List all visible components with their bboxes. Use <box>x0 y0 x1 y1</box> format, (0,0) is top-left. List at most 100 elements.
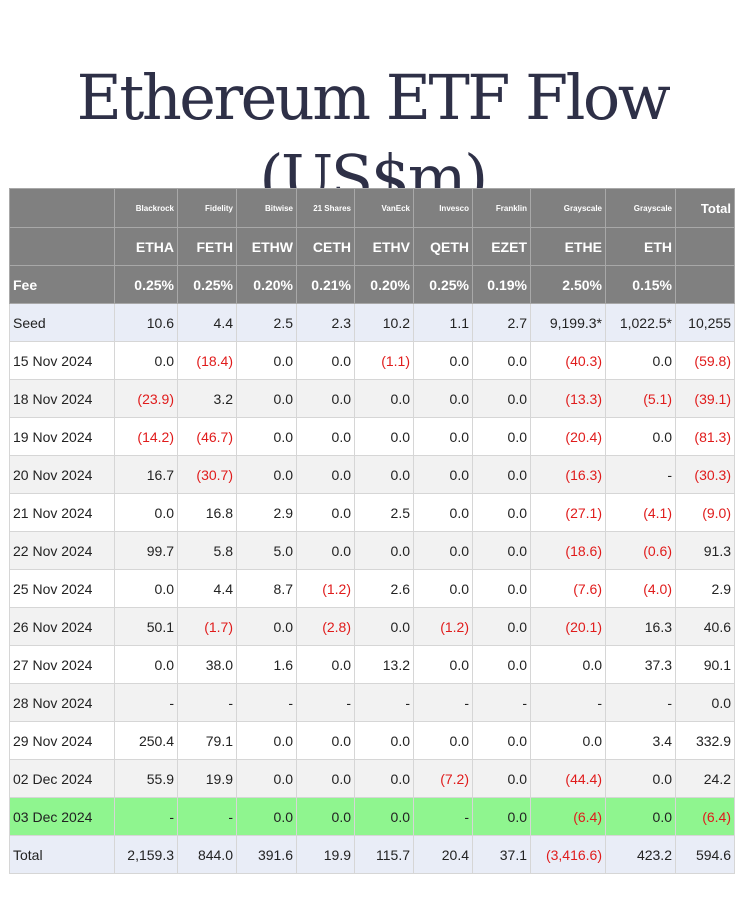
ticker-header: EZET <box>472 227 531 266</box>
flow-cell: (2.8) <box>296 607 355 646</box>
issuer-header: Grayscale <box>605 188 676 228</box>
row-total-cell: 91.3 <box>675 531 735 570</box>
flow-cell: 0.0 <box>530 645 606 684</box>
page-title: Ethereum ETF Flow (US$m) <box>76 61 671 214</box>
flow-cell: 0.0 <box>236 797 297 836</box>
flow-cell: - <box>605 683 676 722</box>
flow-cell: 0.0 <box>413 645 473 684</box>
flow-cell: (5.1) <box>605 379 676 418</box>
flow-cell: 0.0 <box>605 417 676 456</box>
flow-cell: 20.4 <box>413 835 473 874</box>
issuer-header: 21 Shares <box>296 188 355 228</box>
issuer-header: Fidelity <box>177 188 237 228</box>
table-row: 03 Dec 2024- -0.0 0.0 0.0-0.0 (6.4) 0.0 (6.4) <box>9 797 735 836</box>
flow-cell: (30.7) <box>177 455 237 494</box>
ticker-header-row: ETHA FETH ETHW CETH ETHV QETH EZET ETHE ETH <box>9 227 735 266</box>
flow-cell: (4.1) <box>605 493 676 532</box>
flow-cell: - <box>605 455 676 494</box>
flow-cell: 0.0 <box>236 721 297 760</box>
row-total-cell: 90.1 <box>675 645 735 684</box>
flow-cell: 0.0 <box>472 607 531 646</box>
fee-row: Fee 0.25% 0.25% 0.20% 0.21% 0.20% 0.25% 0.19% 2.… <box>9 265 735 304</box>
row-total-cell: (9.0) <box>675 493 735 532</box>
fee-value: 0.25% <box>114 265 178 304</box>
issuer-header: VanEck <box>354 188 414 228</box>
flow-cell: 0.0 <box>472 493 531 532</box>
fee-value: 2.50% <box>530 265 606 304</box>
table-body: Blackrock Fidelity Bitwise 21 Shares VanEck I… <box>9 188 735 874</box>
row-total-cell: (30.3) <box>675 455 735 494</box>
row-date-label: 03 Dec 2024 <box>9 797 115 836</box>
row-total-cell: 2.9 <box>675 569 735 608</box>
table-row: 21 Nov 2024 0.0 16.8 2.9 0.0 2.5 0.0 0.0 (27.1)(… <box>9 493 735 532</box>
ticker-header: ETHA <box>114 227 178 266</box>
flow-cell: 0.0 <box>296 721 355 760</box>
flow-cell: (20.1) <box>530 607 606 646</box>
flow-cell: (1.2) <box>296 569 355 608</box>
table-row: 29 Nov 2024 250.4 79.1 0.0 0.0 0.0 0.0 0.0 0.0 3.… <box>9 721 735 760</box>
flow-cell: 0.0 <box>472 379 531 418</box>
blank-header <box>675 227 735 266</box>
row-total-cell: (59.8) <box>675 341 735 380</box>
table-row: 02 Dec 2024 55.9 19.9 0.0 0.0 0.0 (7.2) 0.0 (44.… <box>9 759 735 798</box>
row-date-label: 27 Nov 2024 <box>9 645 115 684</box>
row-date-label: 26 Nov 2024 <box>9 607 115 646</box>
flow-cell: 0.0 <box>354 607 414 646</box>
flow-cell: 0.0 <box>413 569 473 608</box>
flow-cell: 2.9 <box>236 493 297 532</box>
flow-cell: 38.0 <box>177 645 237 684</box>
flow-cell: 5.0 <box>236 531 297 570</box>
flow-cell: 0.0 <box>413 531 473 570</box>
flow-cell: 0.0 <box>605 797 676 836</box>
flow-cell: 0.0 <box>605 759 676 798</box>
flow-cell: 2.5 <box>236 303 297 342</box>
row-date-label: 28 Nov 2024 <box>9 683 115 722</box>
issuer-header-row: Blackrock Fidelity Bitwise 21 Shares VanEck I… <box>9 188 735 228</box>
flow-cell: 0.0 <box>413 493 473 532</box>
flow-cell: (1.1) <box>354 341 414 380</box>
flow-cell: 5.8 <box>177 531 237 570</box>
flow-cell: 0.0 <box>472 341 531 380</box>
flow-cell: 0.0 <box>354 455 414 494</box>
row-date-label: 29 Nov 2024 <box>9 721 115 760</box>
total-row: Total 2,159.3 844.0 391.6 19.9 115.7 20.4 37.1(… <box>9 835 735 874</box>
flow-cell: 0.0 <box>236 417 297 456</box>
flow-cell: 0.0 <box>296 797 355 836</box>
row-date-label: 22 Nov 2024 <box>9 531 115 570</box>
flow-cell: - <box>114 683 178 722</box>
flow-cell: 4.4 <box>177 569 237 608</box>
ticker-header: FETH <box>177 227 237 266</box>
table-row: 18 Nov 2024 (23.9) 3.2 0.0 0.0 0.0 0.0 0.0 (13.3… <box>9 379 735 418</box>
flow-cell: 0.0 <box>413 341 473 380</box>
flow-cell: 0.0 <box>472 645 531 684</box>
flow-cell: - <box>354 683 414 722</box>
ticker-header: ETHW <box>236 227 297 266</box>
fee-value: 0.19% <box>472 265 531 304</box>
table-row: 25 Nov 2024 0.0 4.4 8.7 (1.2) 2.6 0.0 0.0 (7.6)(… <box>9 569 735 608</box>
flow-cell: 9,199.3* <box>530 303 606 342</box>
table-row: 20 Nov 2024 16.7 (30.7) 0.0 0.0 0.0 0.0 0.0 (16.… <box>9 455 735 494</box>
flow-cell: 0.0 <box>472 759 531 798</box>
flow-cell: 0.0 <box>354 797 414 836</box>
flow-cell: 2.7 <box>472 303 531 342</box>
issuer-header: Grayscale <box>530 188 606 228</box>
etf-flow-table: Blackrock Fidelity Bitwise 21 Shares VanEck I… <box>9 188 735 874</box>
flow-cell: 0.0 <box>296 759 355 798</box>
flow-cell: (44.4) <box>530 759 606 798</box>
row-total-cell: 40.6 <box>675 607 735 646</box>
flow-cell: 2.6 <box>354 569 414 608</box>
flow-cell: (7.2) <box>413 759 473 798</box>
row-date-label: 02 Dec 2024 <box>9 759 115 798</box>
row-date-label: 25 Nov 2024 <box>9 569 115 608</box>
flow-cell: (7.6) <box>530 569 606 608</box>
row-total-cell: 10,255 <box>675 303 735 342</box>
flow-cell: 0.0 <box>236 379 297 418</box>
flow-cell: 0.0 <box>354 531 414 570</box>
flow-cell: (27.1) <box>530 493 606 532</box>
flow-cell: 0.0 <box>296 455 355 494</box>
flow-cell: (23.9) <box>114 379 178 418</box>
flow-cell: 0.0 <box>114 493 178 532</box>
table-row: 15 Nov 2024 0.0 (18.4) 0.0 0.0 (1.1) 0.0 0.0 (40… <box>9 341 735 380</box>
flow-cell: 79.1 <box>177 721 237 760</box>
flow-cell: 0.0 <box>605 341 676 380</box>
